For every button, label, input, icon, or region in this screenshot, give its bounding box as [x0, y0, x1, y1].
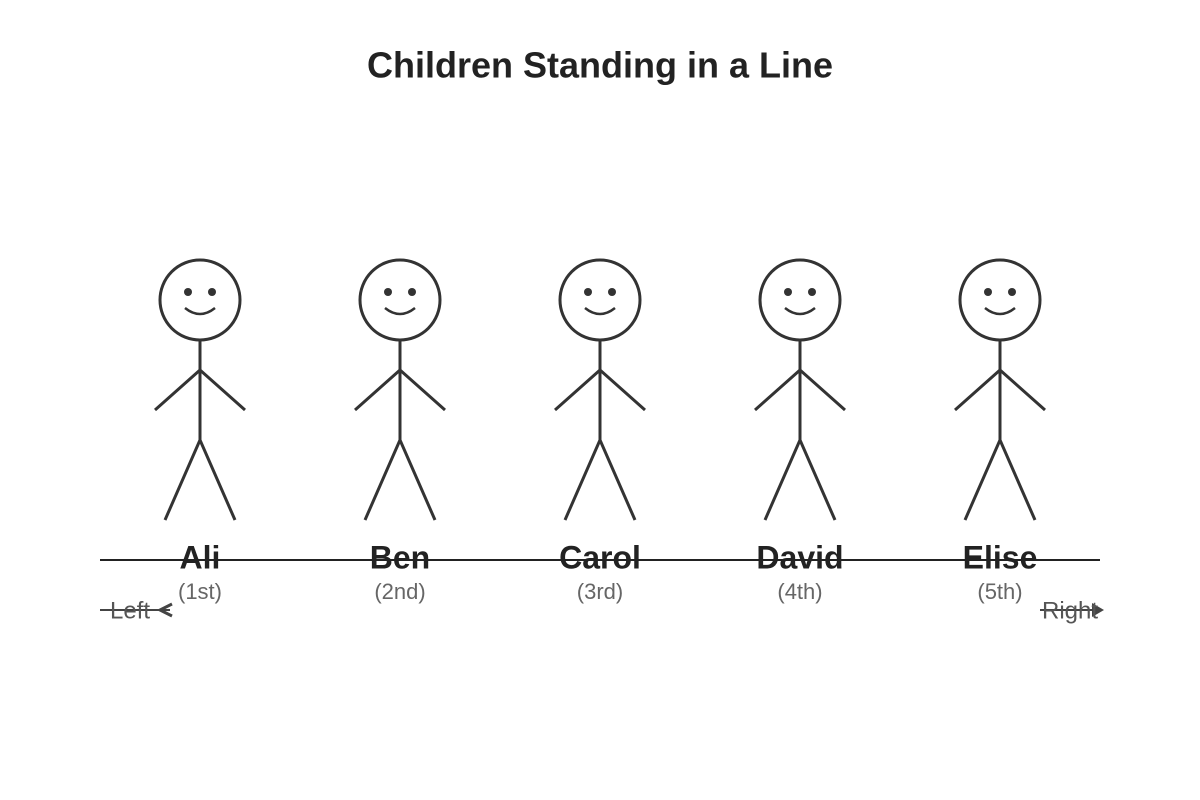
arms [754, 367, 846, 412]
eye [184, 288, 192, 296]
arms [554, 367, 646, 412]
smile [984, 306, 1016, 316]
arms [154, 367, 246, 412]
right-label: Right [1042, 597, 1098, 624]
legs [163, 436, 237, 521]
smile [184, 306, 216, 316]
child-position: (3rd) [577, 579, 623, 604]
eye [608, 288, 616, 296]
child-position: (4th) [777, 579, 822, 604]
eye [384, 288, 392, 296]
child-name: Ben [370, 539, 430, 575]
child-name: Elise [963, 539, 1038, 575]
stick-figure [354, 258, 446, 521]
child-position: (1st) [178, 579, 222, 604]
child-position: (5th) [977, 579, 1022, 604]
right-arrowhead [1092, 603, 1104, 617]
eye [208, 288, 216, 296]
legs [563, 436, 637, 521]
eye [584, 288, 592, 296]
stick-figure [554, 258, 646, 521]
eye [984, 288, 992, 296]
stick-figure [154, 258, 246, 521]
title: Children Standing in a Line [367, 45, 833, 86]
smile [384, 306, 416, 316]
eye [408, 288, 416, 296]
eye [1008, 288, 1016, 296]
smile [784, 306, 816, 316]
legs [763, 436, 837, 521]
left-label: Left [110, 597, 150, 624]
child-name: Ali [180, 539, 221, 575]
smile [584, 306, 616, 316]
child-name: David [756, 539, 843, 575]
child-name: Carol [559, 539, 641, 575]
legs [963, 436, 1037, 521]
arms [954, 367, 1046, 412]
eye [784, 288, 792, 296]
stick-figure [954, 258, 1046, 521]
stick-figure [754, 258, 846, 521]
child-position: (2nd) [374, 579, 425, 604]
left-arrowhead [156, 602, 173, 618]
children: Ali (1st) Ben (2nd) Carol (3rd) David (4th) Elis… [154, 258, 1046, 604]
eye [808, 288, 816, 296]
arms [354, 367, 446, 412]
legs [363, 436, 437, 521]
